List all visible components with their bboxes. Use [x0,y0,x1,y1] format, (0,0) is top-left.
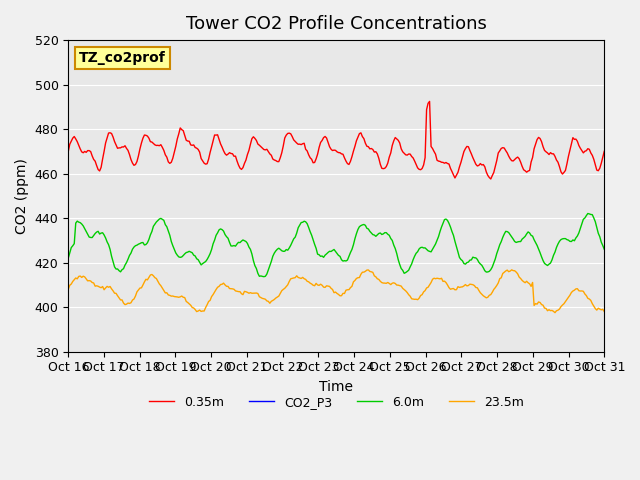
Text: TZ_co2prof: TZ_co2prof [79,51,166,65]
X-axis label: Time: Time [319,380,353,394]
Legend: 0.35m, CO2_P3, 6.0m, 23.5m: 0.35m, CO2_P3, 6.0m, 23.5m [144,391,529,414]
Y-axis label: CO2 (ppm): CO2 (ppm) [15,158,29,234]
Title: Tower CO2 Profile Concentrations: Tower CO2 Profile Concentrations [186,15,486,33]
